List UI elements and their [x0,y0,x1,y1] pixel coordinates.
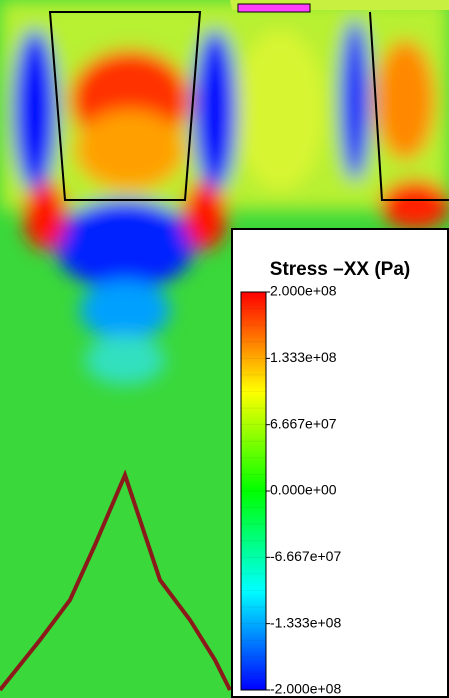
colorbar-tick-label: 2.000e+08 [270,283,337,299]
colorbar-tick-label: 0.000e+00 [270,482,337,498]
colorbar-panel [231,228,449,698]
colorbar: 2.000e+08 1.333e+08 6.667e+07 0.000e+00 -6.6… [240,283,341,697]
colorbar-tick-label: -6.667e+07 [270,548,341,564]
colorbar-tick-label: 1.333e+08 [270,349,337,365]
colorbar-tick-label: -2.000e+08 [270,681,341,697]
colorbar-tick-label: -1.333e+08 [270,614,341,630]
colorbar-tick-label: 6.667e+07 [270,415,337,431]
colorbar-title: Stress –XX (Pa) [270,259,410,280]
